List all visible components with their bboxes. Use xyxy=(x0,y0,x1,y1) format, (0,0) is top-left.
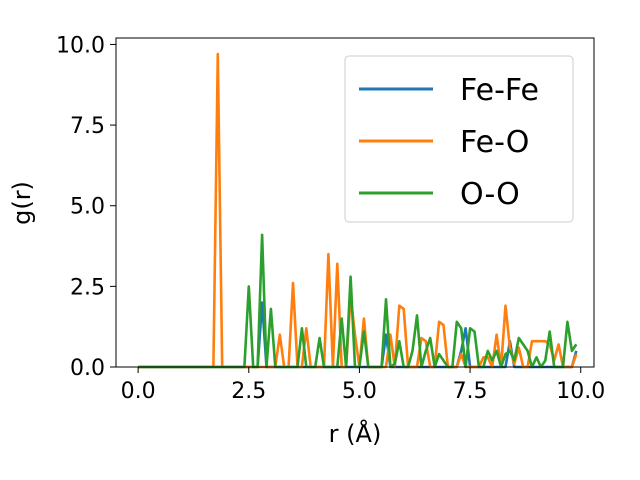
legend: Fe-Fe Fe-O O-O xyxy=(344,55,574,223)
ticks-layer: 0.0 2.5 5.0 7.5 10.0 0.0 2.5 5.0 7.5 10.0 xyxy=(56,33,605,404)
y-tick-label: 7.5 xyxy=(70,114,105,139)
y-tick-label: 0.0 xyxy=(70,356,105,381)
y-axis-label: g(r) xyxy=(8,181,36,225)
legend-box xyxy=(344,55,574,223)
legend-label-fe-fe: Fe-Fe xyxy=(460,73,539,108)
series-line-fe-o xyxy=(138,52,578,369)
x-tick-label: 2.5 xyxy=(231,379,266,404)
x-tick-label: 5.0 xyxy=(342,379,377,404)
legend-label-fe-o: Fe-O xyxy=(460,125,529,160)
y-tick-label: 2.5 xyxy=(70,275,105,300)
legend-items: Fe-Fe Fe-O O-O xyxy=(359,73,539,212)
y-tick-label: 5.0 xyxy=(70,195,105,220)
x-axis-label: r (Å) xyxy=(329,419,382,448)
x-tick-label: 7.5 xyxy=(453,379,488,404)
y-tick-label: 10.0 xyxy=(56,33,105,58)
x-tick-label: 10.0 xyxy=(556,379,605,404)
legend-label-o-o: O-O xyxy=(460,177,520,212)
x-tick-label: 0.0 xyxy=(121,379,156,404)
plot-frame xyxy=(115,37,595,368)
